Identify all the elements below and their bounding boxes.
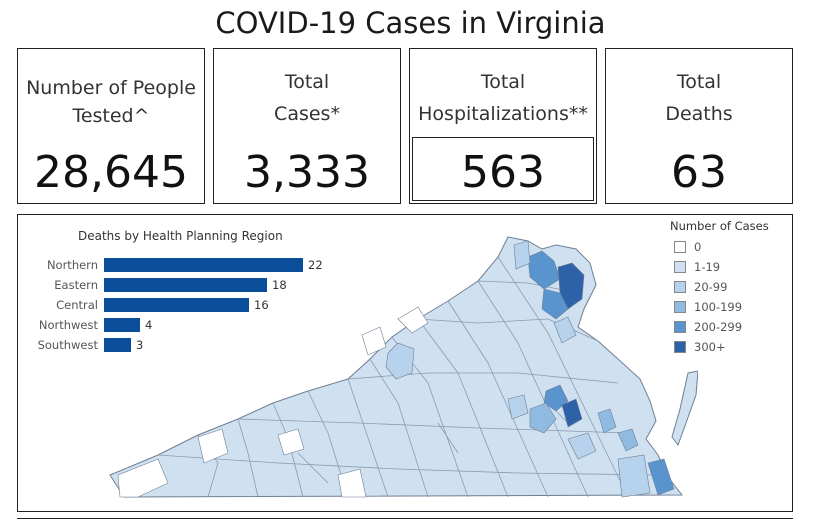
legend-label: 1-19 — [694, 260, 721, 274]
bar-southwest[interactable] — [104, 338, 131, 352]
virginia-county-map[interactable] — [98, 223, 698, 509]
hospitalizations-value-highlight — [412, 137, 594, 201]
legend-title: Number of Cases — [670, 219, 769, 233]
bar-value-label: 3 — [136, 338, 144, 352]
total-deaths-label-line2: Deaths — [665, 103, 733, 125]
bar-category-label: Southwest — [37, 338, 98, 352]
legend-swatch — [674, 241, 686, 253]
bar-row-central[interactable]: Central 16 — [18, 297, 338, 313]
legend-swatch — [674, 341, 686, 353]
total-cases-card[interactable]: Total Cases* 3,333 — [213, 48, 401, 204]
bar-value-label: 18 — [272, 278, 287, 292]
people-tested-card[interactable]: Number of People Tested^ 28,645 — [17, 48, 205, 204]
total-hospitalizations-value: 563 — [461, 147, 545, 198]
bar-value-label: 16 — [254, 298, 269, 312]
legend-item[interactable]: 0 — [674, 240, 764, 255]
bar-row-eastern[interactable]: Eastern 18 — [18, 277, 338, 293]
bar-row-southwest[interactable]: Southwest 3 — [18, 337, 338, 353]
legend-item[interactable]: 20-99 — [674, 280, 764, 295]
people-tested-label-line1: Number of People — [26, 77, 196, 99]
total-cases-label-line1: Total — [284, 71, 330, 93]
bar-row-northern[interactable]: Northern 22 — [18, 257, 338, 273]
bar-category-label: Northern — [46, 258, 98, 272]
bar-row-northwest[interactable]: Northwest 4 — [18, 317, 338, 333]
legend-label: 200-299 — [694, 320, 743, 334]
eastern-shore-shape — [671, 370, 698, 447]
legend-label: 300+ — [694, 340, 726, 354]
total-cases-value: 3,333 — [244, 147, 370, 198]
legend-item[interactable]: 1-19 — [674, 260, 764, 275]
total-hospitalizations-card[interactable]: Total Hospitalizations** 563 — [409, 48, 597, 204]
total-hospitalizations-label-line2: Hospitalizations** — [418, 103, 588, 125]
map-panel: Deaths by Health Planning Region Norther… — [17, 214, 793, 512]
legend-swatch — [674, 261, 686, 273]
bar-northwest[interactable] — [104, 318, 140, 332]
county-fills — [117, 240, 675, 498]
bottom-divider — [17, 518, 793, 519]
legend-label: 100-199 — [694, 300, 743, 314]
bar-value-label: 4 — [145, 318, 153, 332]
bar-northern[interactable] — [104, 258, 303, 272]
total-hospitalizations-label-line1: Total — [480, 71, 526, 93]
legend-item[interactable]: 200-299 — [674, 320, 764, 335]
legend-swatch — [674, 281, 686, 293]
legend-label: 0 — [694, 240, 702, 254]
legend-item[interactable]: 100-199 — [674, 300, 764, 315]
bar-category-label: Central — [56, 298, 98, 312]
bar-category-label: Eastern — [54, 278, 98, 292]
total-deaths-value: 63 — [671, 147, 727, 198]
legend-item[interactable]: 300+ — [674, 340, 764, 355]
total-cases-label-line2: Cases* — [274, 103, 340, 125]
people-tested-label-line2: Tested^ — [72, 105, 150, 127]
deaths-chart-title: Deaths by Health Planning Region — [78, 229, 283, 243]
legend-swatch — [674, 301, 686, 313]
total-deaths-label-line1: Total — [676, 71, 722, 93]
bar-category-label: Northwest — [38, 318, 98, 332]
legend-swatch — [674, 321, 686, 333]
total-deaths-card[interactable]: Total Deaths 63 — [605, 48, 793, 204]
bar-value-label: 22 — [308, 258, 323, 272]
bar-central[interactable] — [104, 298, 249, 312]
legend-label: 20-99 — [694, 280, 728, 294]
people-tested-value: 28,645 — [34, 147, 188, 198]
county-boundaries — [157, 256, 659, 498]
bar-eastern[interactable] — [104, 278, 267, 292]
page-title: COVID-19 Cases in Virginia — [215, 6, 606, 40]
